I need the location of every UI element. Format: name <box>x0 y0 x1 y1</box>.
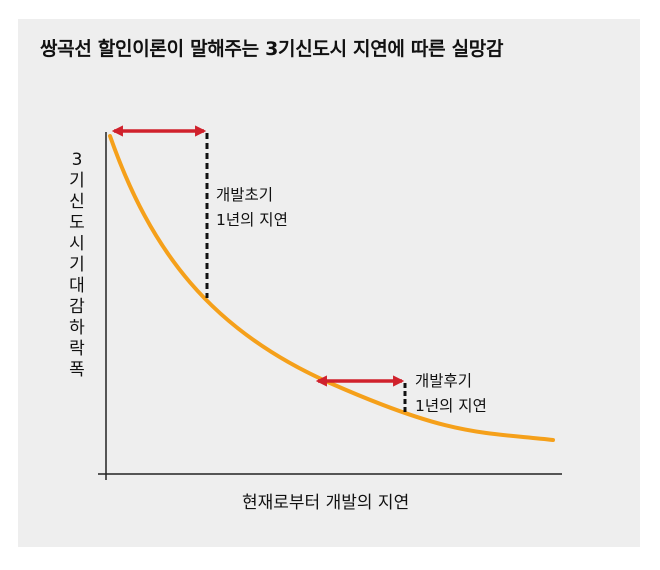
late-annotation-line2: 1년의 지연 <box>415 397 487 415</box>
figure-card <box>18 19 640 547</box>
early-annotation-line1: 개발초기 <box>216 186 274 204</box>
late-annotation-line1: 개발후기 <box>415 372 473 390</box>
early-delay-annotation: 개발초기 1년의 지연 <box>216 183 288 233</box>
y-axis-label: 3기신도시 기대감 하락폭 <box>69 150 91 380</box>
late-delay-annotation: 개발후기 1년의 지연 <box>415 369 487 419</box>
x-axis-label: 현재로부터 개발의 지연 <box>242 493 410 513</box>
early-annotation-line2: 1년의 지연 <box>216 211 288 229</box>
figure-title: 쌍곡선 할인이론이 말해주는 3기신도시 지연에 따른 실망감 <box>40 38 504 60</box>
